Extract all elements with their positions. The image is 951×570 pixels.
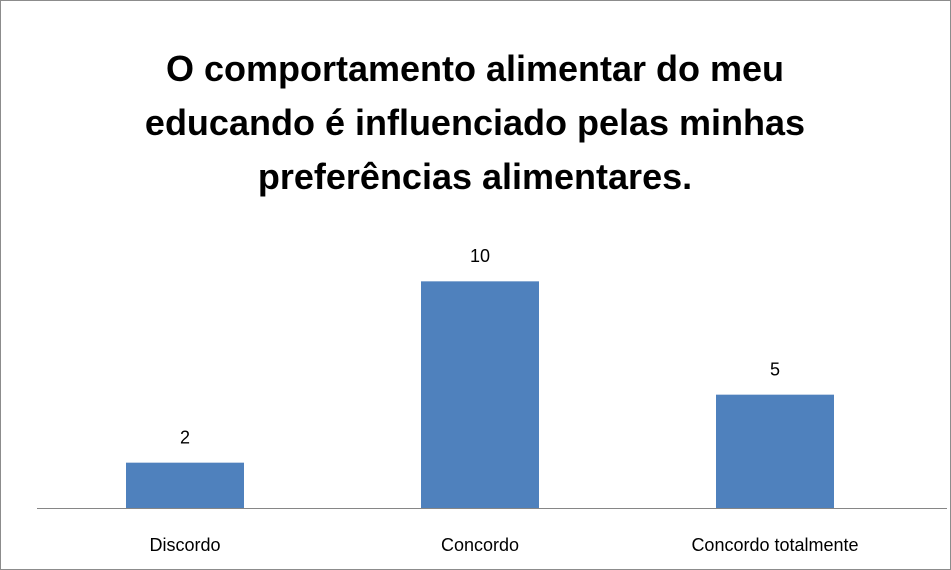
bar: [126, 462, 244, 508]
x-tick-label: Concordo: [441, 535, 519, 555]
data-label: 5: [770, 359, 780, 379]
data-label: 2: [180, 427, 190, 447]
bar: [421, 281, 539, 508]
bar: [716, 394, 834, 508]
data-label: 10: [470, 246, 490, 266]
x-tick-label: Concordo totalmente: [691, 535, 858, 555]
chart-title: O comportamento alimentar do meu educand…: [144, 48, 806, 197]
x-tick-label: Discordo: [149, 535, 220, 555]
